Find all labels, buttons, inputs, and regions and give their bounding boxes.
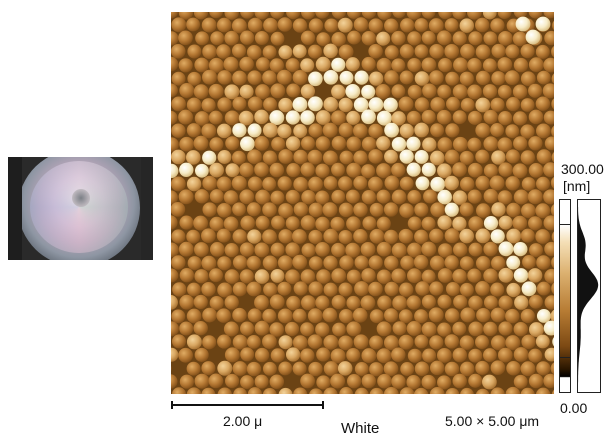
color-scale-upper-marker — [559, 224, 571, 225]
optical-sample-image — [8, 157, 153, 260]
scale-bar-line — [171, 404, 324, 406]
color-scale-bar — [559, 199, 571, 393]
sample-edge-left — [8, 157, 22, 260]
color-scale-min: 0.00 — [560, 400, 587, 416]
height-histogram — [577, 199, 601, 393]
scale-bar — [171, 401, 324, 409]
scale-bar-tick-left — [171, 401, 173, 409]
scale-bar-label: 2.00 μ — [223, 413, 262, 429]
color-scale-max: 300.00 — [561, 161, 604, 177]
afm-scan-image — [171, 12, 554, 394]
scale-bar-tick-right — [322, 401, 324, 409]
scan-size-label: 5.00 × 5.00 μm — [445, 413, 539, 429]
color-scale-lower-marker — [559, 357, 571, 358]
color-scale-unit: [nm] — [563, 178, 590, 194]
sample-edge-right — [141, 157, 153, 260]
channel-label: White — [341, 420, 379, 437]
sample-sheen — [30, 161, 128, 253]
sample-center-spot — [72, 189, 90, 207]
